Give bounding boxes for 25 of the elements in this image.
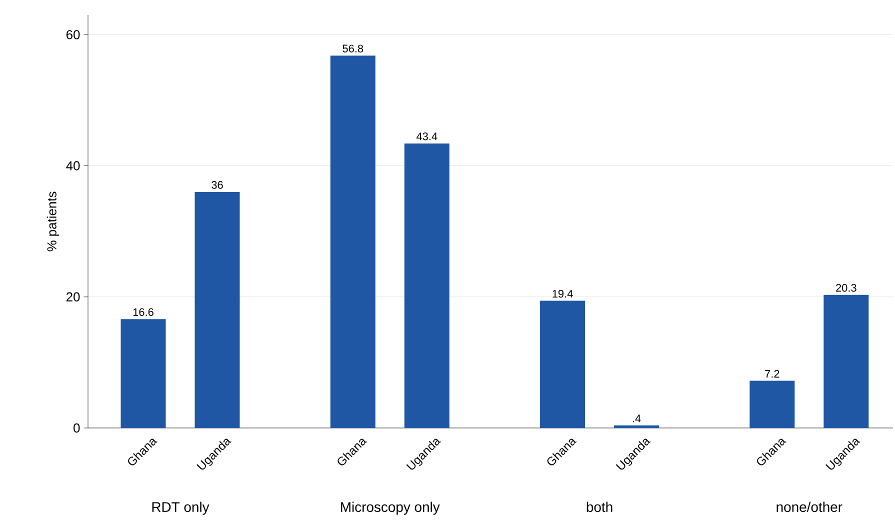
x-tick-label: RDT only xyxy=(152,502,210,515)
x-tick-label: Microscopy only xyxy=(341,502,440,515)
data-label: 56.8 xyxy=(342,44,364,52)
data-label: 19.4 xyxy=(552,290,573,298)
bar xyxy=(120,319,166,428)
y-tick-label: 60 xyxy=(66,30,80,40)
y-tick-label: 40 xyxy=(66,161,80,170)
data-label: 20.3 xyxy=(836,284,856,292)
data-label: .4 xyxy=(632,414,641,422)
data-label: 7.2 xyxy=(765,370,780,378)
bar xyxy=(750,380,795,428)
y-tick-label: 20 xyxy=(66,292,80,302)
y-axis-title: % patients xyxy=(46,192,59,252)
bar xyxy=(404,143,450,428)
bar xyxy=(824,294,869,428)
y-tick-label: 0 xyxy=(74,423,80,433)
data-label: 43.4 xyxy=(416,132,438,140)
data-label: 36 xyxy=(212,181,223,189)
bar xyxy=(330,56,376,428)
x-tick-label: none/other xyxy=(776,502,842,512)
bar xyxy=(194,192,240,428)
bar xyxy=(540,300,586,428)
bar xyxy=(614,425,660,428)
x-tick-label: both xyxy=(586,502,612,512)
data-label: 16.6 xyxy=(133,308,154,316)
